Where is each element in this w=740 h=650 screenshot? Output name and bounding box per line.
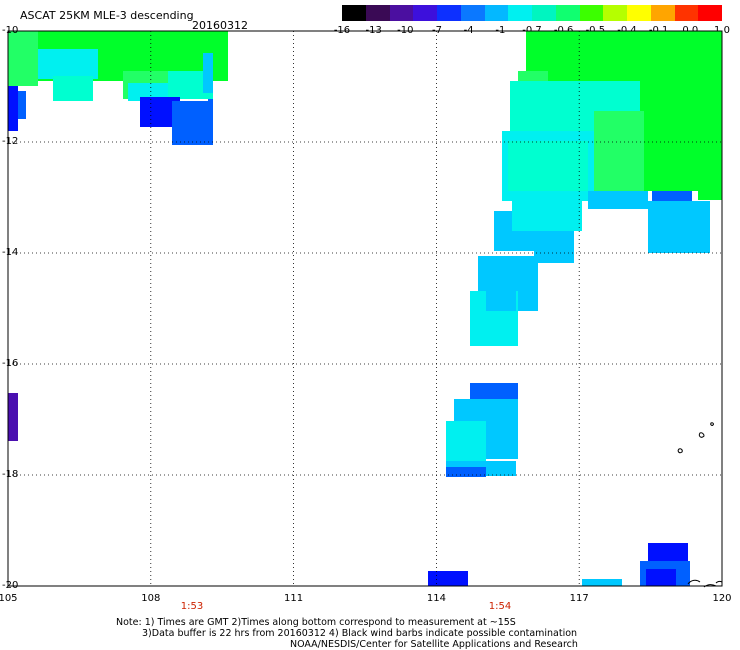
colorbar-segment bbox=[650, 5, 675, 21]
swath-cell bbox=[203, 53, 213, 93]
latitude-label: -12 bbox=[2, 135, 19, 147]
colorbar-segment bbox=[508, 5, 532, 21]
latitude-label: -16 bbox=[2, 357, 19, 369]
swath-cell bbox=[8, 31, 38, 86]
island-2 bbox=[698, 432, 705, 438]
island-1 bbox=[677, 448, 683, 454]
wind-swaths bbox=[8, 31, 722, 586]
colorbar-segment bbox=[532, 5, 556, 21]
island-3 bbox=[710, 422, 714, 426]
note-line-3: NOAA/NESDIS/Center for Satellite Applica… bbox=[290, 639, 578, 650]
time-label-1: 1:53 bbox=[180, 601, 204, 612]
map-title: ASCAT 25KM MLE-3 descending bbox=[20, 9, 194, 22]
swath-cell bbox=[698, 116, 722, 200]
map-plot bbox=[7, 30, 723, 588]
swath-cell bbox=[644, 121, 674, 191]
longitude-label: 105 bbox=[0, 593, 18, 604]
colorbar-segment bbox=[460, 5, 485, 21]
swath-cell bbox=[128, 83, 168, 101]
swath-cell bbox=[486, 271, 516, 311]
swath-cell bbox=[8, 393, 18, 441]
colorbar-segment bbox=[484, 5, 509, 21]
colorbar-segment bbox=[413, 5, 437, 21]
colorbar bbox=[342, 5, 722, 21]
swath-cell bbox=[18, 91, 26, 119]
swath-cell bbox=[208, 99, 213, 145]
swath-cell bbox=[512, 201, 582, 231]
longitude-label: 114 bbox=[426, 593, 446, 604]
map-date: 20160312 bbox=[192, 19, 248, 32]
lat-lon-grid bbox=[8, 31, 722, 586]
colorbar-segment bbox=[365, 5, 390, 21]
latitude-label: -18 bbox=[2, 468, 19, 480]
colorbar-segment bbox=[627, 5, 651, 21]
longitude-label: 120 bbox=[712, 593, 732, 604]
colorbar-segment bbox=[389, 5, 414, 21]
swath-cell bbox=[582, 579, 622, 586]
colorbar-segment bbox=[674, 5, 699, 21]
latitude-label: -10 bbox=[2, 24, 19, 36]
note-line-2: 3)Data buffer is 22 hrs from 20160312 4)… bbox=[142, 628, 578, 639]
swath-cell bbox=[8, 86, 18, 131]
longitude-label: 108 bbox=[141, 593, 161, 604]
swath-cell bbox=[446, 467, 486, 477]
note-line-1: Note: 1) Times are GMT 2)Times along bot… bbox=[116, 617, 516, 628]
latitude-label: -14 bbox=[2, 246, 19, 258]
swath-cell bbox=[534, 241, 574, 263]
swath-cell bbox=[53, 76, 93, 101]
longitude-label: 117 bbox=[569, 593, 589, 604]
time-label-2: 1:54 bbox=[488, 601, 512, 612]
swath-cell bbox=[594, 111, 644, 191]
colorbar-segment bbox=[342, 5, 366, 21]
swath-cell bbox=[648, 201, 710, 253]
swath-cell bbox=[508, 141, 588, 191]
colorbar-segment bbox=[579, 5, 604, 21]
swath-cell bbox=[172, 101, 212, 145]
colorbar-segment bbox=[698, 5, 722, 21]
latitude-label: -20 bbox=[2, 579, 19, 591]
plot-frame bbox=[7, 30, 723, 587]
colorbar-segment bbox=[437, 5, 461, 21]
swath-cell bbox=[428, 571, 468, 586]
longitude-label: 111 bbox=[284, 593, 304, 604]
swath-cell bbox=[588, 191, 648, 209]
coastline bbox=[677, 422, 723, 588]
colorbar-segment bbox=[555, 5, 580, 21]
colorbar-segment bbox=[603, 5, 627, 21]
swath-cell bbox=[38, 49, 98, 79]
swath-cell bbox=[646, 569, 676, 586]
